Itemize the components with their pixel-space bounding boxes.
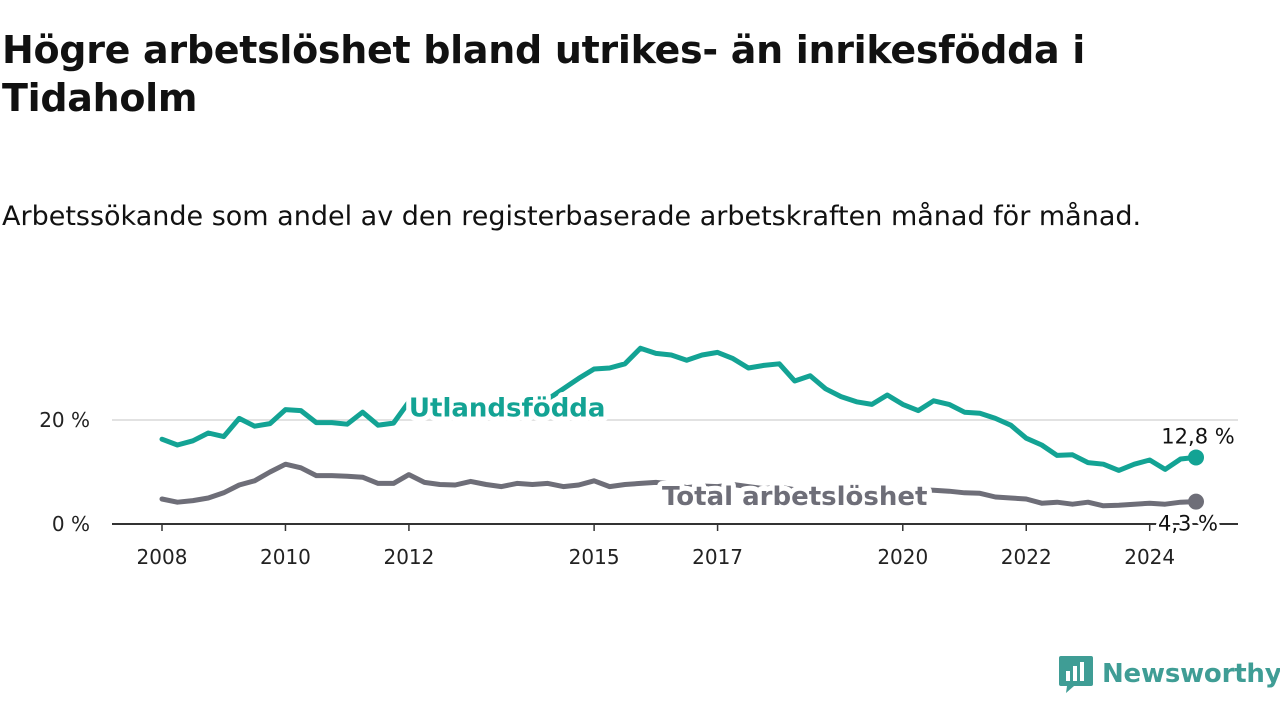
x-tick-label: 2010 bbox=[260, 545, 311, 569]
end-value-label: 4,3 % bbox=[1158, 512, 1218, 536]
chart-title: Högre arbetslöshet bland utrikes- än inr… bbox=[2, 28, 1085, 120]
x-axis: 2008 2010 2012 2015 2017 2020 2022 2024 bbox=[112, 523, 1238, 569]
chart-subtitle: Arbetssökande som andel av den registerb… bbox=[2, 201, 1142, 232]
series-end-point-0 bbox=[1188, 449, 1204, 466]
bar-chart-logo-icon bbox=[1059, 656, 1093, 693]
x-tick-label: 2017 bbox=[692, 545, 743, 569]
series-label: Total arbetslöshet bbox=[662, 482, 927, 512]
series-layer bbox=[159, 345, 1204, 510]
end-value-label-halo: 12,8 % bbox=[1161, 424, 1234, 448]
x-tick-label: 2020 bbox=[877, 545, 928, 569]
brand-name: Newsworthy bbox=[1102, 659, 1280, 689]
grid-layer: 0 % 20 % bbox=[39, 408, 1238, 536]
series-label-halo: Total arbetslöshet bbox=[662, 482, 927, 512]
series-end-point-1 bbox=[1188, 493, 1204, 510]
series-line-0 bbox=[159, 345, 1199, 473]
x-tick-label: 2008 bbox=[137, 545, 188, 569]
x-tick-label: 2012 bbox=[383, 545, 434, 569]
y-tick-label: 0 % bbox=[52, 512, 90, 536]
y-tick-label: 20 % bbox=[39, 408, 90, 432]
series-line-1 bbox=[159, 461, 1199, 509]
x-tick-label: 2024 bbox=[1124, 545, 1175, 569]
end-value-label-halo: 4,3 % bbox=[1158, 512, 1218, 536]
x-tick-label: 2022 bbox=[1001, 545, 1052, 569]
x-tick-label: 2015 bbox=[569, 545, 620, 569]
line-chart: 0 % 20 % 2008 2010 2012 2015 2017 2020 2022 2024… bbox=[39, 345, 1238, 569]
series-label-halo: Utlandsfödda bbox=[409, 393, 606, 423]
brand-logo: Newsworthy bbox=[1058, 654, 1280, 694]
series-label: Utlandsfödda bbox=[409, 393, 606, 423]
end-value-label: 12,8 % bbox=[1161, 424, 1234, 448]
